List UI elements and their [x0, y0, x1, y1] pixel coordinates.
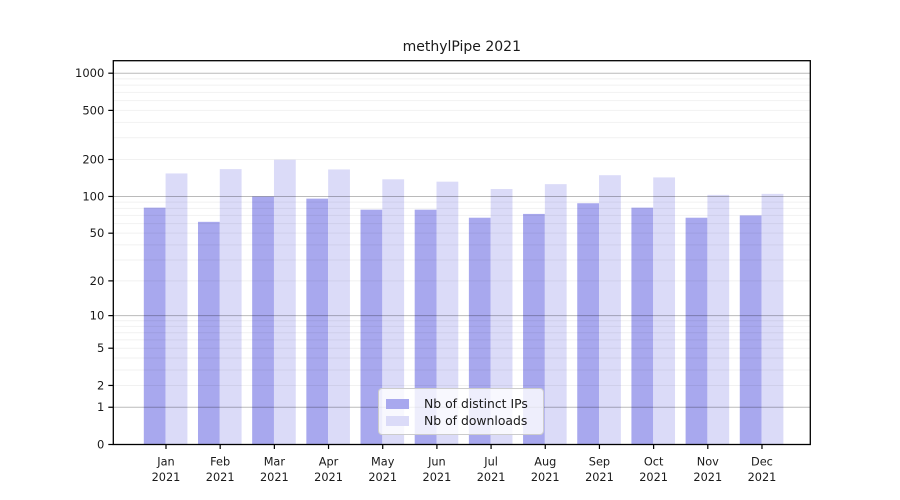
bar-downloads-dec — [761, 193, 784, 445]
y-tick-label: 0 — [97, 438, 104, 452]
x-tick-label-month: Jan — [156, 456, 174, 469]
y-tick-label: 1 — [97, 400, 104, 414]
x-tick-label-month: Jul — [483, 456, 498, 469]
x-tick-label-year: 2021 — [585, 471, 614, 484]
y-tick-label: 20 — [90, 274, 105, 288]
x-tick-label-year: 2021 — [206, 471, 235, 484]
bar-downloads-feb — [219, 169, 242, 445]
bar-distinct-ips-apr — [306, 198, 329, 445]
bar-downloads-aug — [544, 184, 567, 445]
bar-distinct-ips-jul — [468, 217, 491, 445]
bar-distinct-ips-nov — [685, 217, 708, 445]
y-tick-label: 500 — [82, 103, 104, 117]
x-tick-label-month: Apr — [319, 456, 339, 469]
axes-layer: 0 1 2 5 10 20 50 100 200 500 1000 Jan 2021 Feb 2021 Mar… — [75, 60, 811, 484]
bar-downloads-mar — [273, 159, 296, 445]
x-tick-label-year: 2021 — [531, 471, 560, 484]
bar-downloads-jan — [165, 173, 188, 445]
legend-label-distinct-ips: Nb of distinct IPs — [424, 396, 528, 411]
bar-distinct-ips-mar — [252, 196, 274, 445]
x-tick-label-month: Aug — [534, 456, 556, 469]
y-tick-label: 50 — [90, 226, 105, 240]
bar-distinct-ips-may — [360, 209, 383, 445]
x-tick-label-month: Sep — [589, 456, 610, 469]
plot-frame — [112, 60, 811, 446]
y-tick-label: 2 — [97, 378, 104, 392]
y-tick-label: 200 — [82, 152, 104, 166]
bar-downloads-may — [382, 179, 405, 445]
x-tick-label-year: 2021 — [693, 471, 722, 484]
legend-item-distinct-ips: Nb of distinct IPs — [386, 395, 535, 412]
gridlines-layer — [113, 72, 811, 408]
x-tick-label-month: May — [371, 456, 395, 469]
bar-distinct-ips-dec — [739, 215, 762, 445]
bar-downloads-nov — [707, 194, 730, 445]
y-tick-label: 10 — [90, 309, 105, 323]
y-tick-label: 5 — [97, 341, 104, 355]
bar-downloads-sep — [599, 175, 621, 445]
legend-swatch-distinct-ips — [386, 398, 409, 409]
y-tick-label: 100 — [82, 189, 104, 203]
x-tick-label-year: 2021 — [639, 471, 668, 484]
x-tick-label-month: Jun — [427, 456, 446, 469]
x-tick-label-month: Oct — [644, 456, 664, 469]
bar-distinct-ips-jan — [143, 207, 166, 445]
y-tick-label: 1000 — [75, 66, 104, 80]
chart-title: methylPipe 2021 — [403, 39, 521, 55]
x-tick-label-year: 2021 — [423, 471, 452, 484]
bar-distinct-ips-feb — [197, 221, 220, 445]
x-tick-label-year: 2021 — [368, 471, 397, 484]
bar-downloads-oct — [653, 177, 676, 445]
x-tick-label-year: 2021 — [477, 471, 506, 484]
x-tick-label-year: 2021 — [314, 471, 343, 484]
bar-distinct-ips-jun — [414, 209, 437, 445]
x-tick-label-month: Mar — [264, 456, 286, 469]
x-tick-label-year: 2021 — [748, 471, 777, 484]
x-tick-label-year: 2021 — [152, 471, 181, 484]
legend-swatch-downloads — [386, 415, 409, 426]
x-tick-label-month: Feb — [210, 456, 230, 469]
legend-item-downloads: Nb of downloads — [386, 412, 535, 429]
bar-downloads-apr — [328, 169, 350, 445]
legend-label-downloads: Nb of downloads — [424, 413, 528, 428]
x-tick-label-year: 2021 — [260, 471, 289, 484]
bars-layer — [143, 159, 784, 445]
bar-distinct-ips-aug — [523, 213, 545, 445]
x-tick-label-month: Nov — [697, 456, 719, 469]
bar-downloads-jun — [436, 181, 459, 445]
bar-downloads-jul — [490, 189, 513, 445]
legend: Nb of distinct IPs Nb of downloads — [378, 388, 544, 435]
bar-distinct-ips-sep — [577, 203, 600, 445]
x-tick-label-month: Dec — [751, 456, 773, 469]
bar-distinct-ips-oct — [631, 207, 654, 445]
